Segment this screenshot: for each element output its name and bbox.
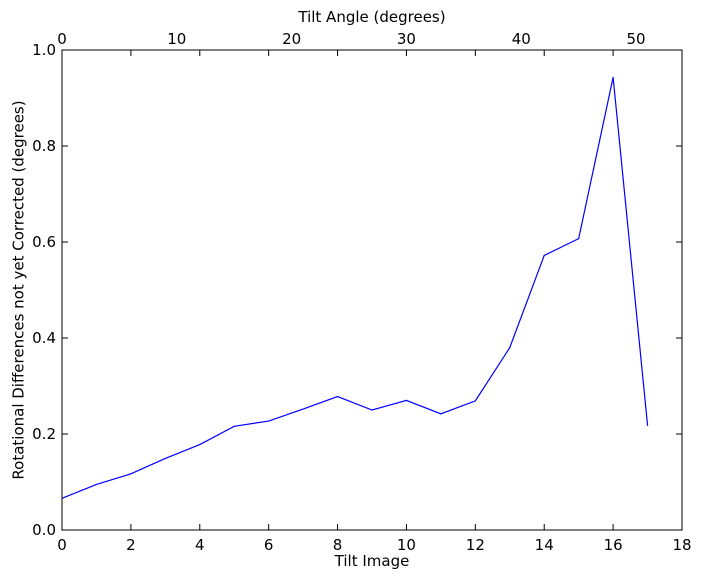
data-point: [474, 400, 476, 402]
y-tick-label: 0.8: [32, 137, 56, 155]
y-axis-title: Rotational Differences not yet Corrected…: [10, 100, 28, 479]
x-tick-label: 8: [333, 536, 343, 554]
data-point: [440, 413, 442, 415]
top-x-tick-label: 30: [397, 30, 416, 48]
y-tick-label: 0.2: [32, 425, 56, 443]
data-point: [405, 399, 408, 401]
top-x-axis: 0 10 20 30 40 50: [57, 30, 645, 48]
data-point: [646, 424, 649, 426]
top-x-tick-label: 0: [57, 30, 67, 48]
x-tick-label: 16: [604, 536, 623, 554]
data-point: [164, 457, 166, 460]
y-tick-label: 0.6: [32, 233, 56, 251]
top-x-axis-title: Tilt Angle (degrees): [297, 8, 445, 26]
x-axis-title: Tilt Image: [334, 552, 410, 570]
x-tick-label: 2: [126, 536, 136, 554]
axes-frame: [61, 49, 683, 531]
data-point: [578, 238, 580, 240]
data-point: [199, 443, 201, 446]
y-tick-label: 1.0: [32, 41, 56, 59]
right-y-axis: [676, 49, 682, 531]
left-y-axis: 0.0 0.2 0.4 0.6 0.8 1.0: [32, 41, 68, 539]
bottom-x-axis: 0 2 4 6 8 10 12 14 16 18: [57, 50, 692, 554]
top-x-tick-label: 40: [512, 30, 531, 48]
x-tick-label: 10: [397, 536, 416, 554]
data-point: [612, 76, 614, 78]
data-point: [543, 254, 545, 257]
data-point: [509, 347, 511, 349]
y-tick-label: 0.0: [32, 521, 56, 539]
x-tick-label: 12: [466, 536, 485, 554]
top-x-tick-label: 20: [282, 30, 301, 48]
data-point: [130, 473, 132, 475]
x-tick-label: 6: [264, 536, 274, 554]
x-tick-label: 18: [672, 536, 691, 554]
top-x-tick-label: 10: [167, 30, 186, 48]
y-tick-label: 0.4: [32, 329, 56, 347]
plot-area: [61, 76, 649, 499]
top-x-tick-label: 50: [627, 30, 646, 48]
x-tick-label: 14: [535, 536, 554, 554]
x-tick-label: 0: [57, 536, 67, 554]
data-point: [302, 408, 304, 410]
series-line: [61, 77, 649, 499]
data-point: [95, 483, 98, 485]
data-point: [371, 409, 373, 411]
x-tick-label: 4: [195, 536, 205, 554]
data-point: [233, 425, 235, 427]
data-point: [336, 395, 339, 398]
data-point: [268, 420, 270, 422]
